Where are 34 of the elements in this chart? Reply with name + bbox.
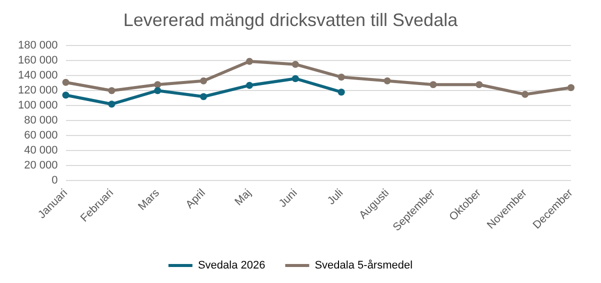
chart-title: Levererad mängd dricksvatten till Svedala bbox=[123, 10, 459, 30]
point bbox=[384, 77, 391, 84]
point bbox=[476, 81, 483, 88]
point bbox=[200, 93, 208, 100]
y-tick-label: 140 000 bbox=[18, 70, 58, 82]
point bbox=[154, 81, 162, 88]
y-tick-label: 160 000 bbox=[18, 54, 58, 67]
point bbox=[108, 87, 116, 94]
x-tick-label: Juli bbox=[325, 187, 346, 208]
y-tick-label: 100 000 bbox=[18, 100, 58, 112]
point bbox=[338, 74, 345, 81]
y-tick-label: 0 bbox=[52, 174, 58, 187]
y-tick-label: 180 000 bbox=[18, 40, 58, 52]
point bbox=[246, 58, 253, 65]
legend-label: Svedala 2026 bbox=[198, 260, 266, 272]
x-tick-label: Maj bbox=[232, 187, 254, 208]
y-tick-label: 60 000 bbox=[24, 130, 58, 142]
legend-label: Svedala 5-årsmedel bbox=[314, 260, 413, 272]
point bbox=[292, 75, 299, 82]
point bbox=[200, 77, 208, 84]
point bbox=[246, 82, 253, 89]
point bbox=[154, 87, 162, 94]
y-tick-label: 20 000 bbox=[24, 160, 58, 172]
point bbox=[430, 81, 437, 88]
point bbox=[338, 88, 345, 96]
y-tick-label: 40 000 bbox=[24, 144, 58, 157]
point bbox=[568, 84, 574, 92]
point bbox=[292, 60, 299, 68]
y-tick-label: 80 000 bbox=[24, 114, 58, 127]
y-tick-label: 120 000 bbox=[18, 84, 58, 97]
point bbox=[62, 78, 70, 86]
point bbox=[62, 92, 70, 99]
point bbox=[108, 100, 116, 108]
point bbox=[522, 90, 529, 98]
